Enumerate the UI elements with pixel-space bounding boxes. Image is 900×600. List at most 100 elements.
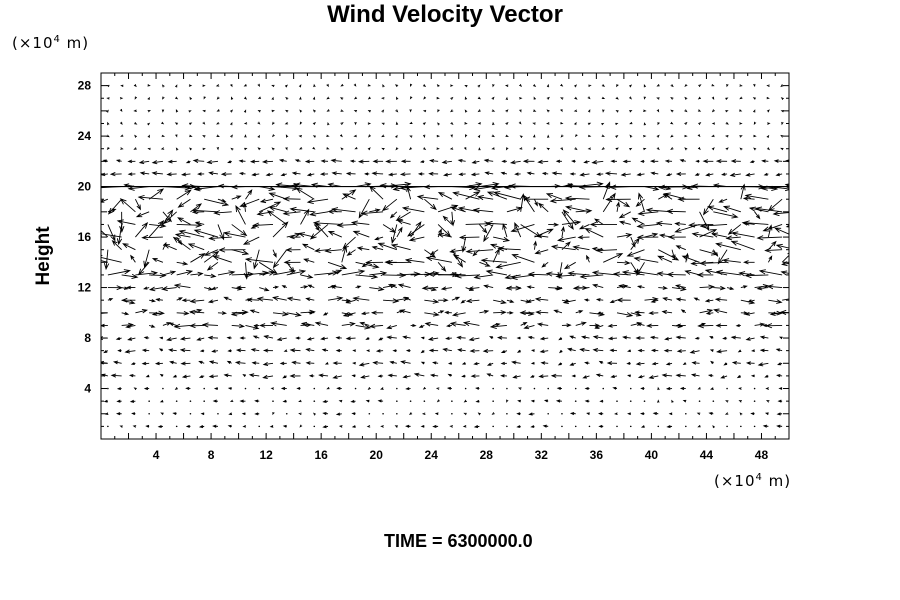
vector-arrow [353, 83, 357, 87]
vector-arrow [357, 159, 370, 164]
vector-arrow [463, 399, 467, 403]
vector-arrow [780, 270, 789, 276]
vector-arrow [395, 211, 411, 221]
vector-arrow [299, 96, 302, 100]
vector-arrow [427, 271, 452, 277]
vector-arrow [120, 84, 124, 87]
vector-arrow [402, 335, 411, 340]
vector-arrow [442, 347, 452, 352]
vector-arrow [695, 159, 700, 163]
vector-arrow [228, 412, 233, 416]
vector-arrow [324, 362, 329, 365]
vector-arrow [300, 285, 309, 289]
vector-arrow [598, 412, 604, 416]
vector-arrow [238, 172, 246, 176]
vector-arrow [257, 147, 261, 151]
vector-arrow [326, 134, 330, 138]
vector-arrow [684, 96, 688, 100]
vector-arrow [775, 172, 783, 177]
vector-arrow [675, 373, 686, 378]
vector-arrow [380, 425, 384, 428]
vector-arrow [584, 228, 604, 238]
vector-arrow [336, 386, 342, 390]
vector-arrow [497, 246, 521, 252]
vector-arrow [684, 121, 688, 125]
vector-arrow [618, 220, 631, 225]
vector-arrow [529, 374, 535, 378]
vector-arrow [546, 122, 550, 125]
vector-arrow [341, 269, 366, 276]
vector-arrow [488, 336, 494, 339]
vector-arrow [291, 171, 301, 176]
vector-arrow [446, 386, 452, 390]
vector-arrow [707, 374, 714, 378]
vector-arrow [699, 229, 718, 238]
vector-arrow [367, 96, 371, 100]
vector-arrow [353, 134, 357, 138]
vector-dot [313, 425, 316, 428]
vector-arrow [352, 296, 370, 302]
vector-arrow [574, 121, 577, 126]
vector-arrow [697, 323, 714, 329]
vector-arrow [703, 198, 714, 216]
vector-arrow [177, 217, 191, 225]
vector-arrow [175, 109, 179, 113]
vector-arrow [546, 83, 550, 88]
vector-arrow [163, 211, 177, 225]
vector-arrow [500, 171, 508, 176]
vector-arrow [520, 322, 528, 326]
vector-arrow [230, 311, 246, 317]
vector-arrow [776, 412, 783, 416]
vector-arrow [257, 110, 261, 113]
vector-arrow [407, 224, 425, 237]
vector-arrow [736, 375, 742, 379]
vector-arrow [358, 198, 370, 219]
vector-arrow [428, 171, 439, 176]
vector-arrow [101, 255, 122, 263]
y-tick-label: 8 [84, 331, 91, 345]
vector-arrow [161, 121, 165, 125]
vector-arrow [211, 286, 219, 290]
vector-arrow [526, 299, 535, 303]
vector-dot [685, 425, 687, 428]
vector-arrow [675, 172, 686, 176]
vector-arrow [166, 337, 177, 342]
vector-dot [740, 425, 742, 428]
vector-arrow [574, 134, 578, 138]
vector-arrow [751, 349, 755, 353]
vector-arrow [236, 285, 246, 290]
vector-dot [588, 425, 591, 428]
vector-arrow [604, 171, 618, 176]
vector-arrow [101, 336, 108, 341]
vector-arrow [424, 249, 437, 259]
vector-arrow [244, 134, 247, 138]
vector-arrow [516, 412, 521, 416]
vector-arrow [519, 147, 523, 150]
vector-arrow [437, 228, 442, 238]
vector-arrow [272, 411, 275, 416]
vector-arrow [729, 172, 741, 177]
vector-arrow [367, 110, 371, 113]
vector-arrow [120, 147, 124, 150]
vector-arrow [586, 412, 590, 416]
vector-arrow [541, 261, 549, 268]
vector-arrow [389, 211, 398, 219]
vector-arrow [615, 147, 619, 151]
vector-arrow [231, 195, 242, 200]
vector-dot [148, 400, 150, 402]
vector-arrow [162, 211, 172, 223]
vector-arrow [713, 211, 739, 219]
vector-arrow [422, 122, 427, 126]
vector-arrow [369, 323, 384, 329]
vector-arrow [532, 84, 537, 88]
vector-arrow [514, 222, 522, 238]
vector-arrow [465, 221, 492, 227]
vector-arrow [365, 259, 384, 266]
vector-dot [258, 387, 261, 390]
vector-arrow [326, 83, 329, 88]
vector-arrow [356, 246, 370, 251]
vector-arrow [148, 220, 165, 238]
vector-arrow [779, 336, 783, 340]
vector-arrow [753, 83, 756, 88]
vector-arrow [496, 335, 507, 340]
